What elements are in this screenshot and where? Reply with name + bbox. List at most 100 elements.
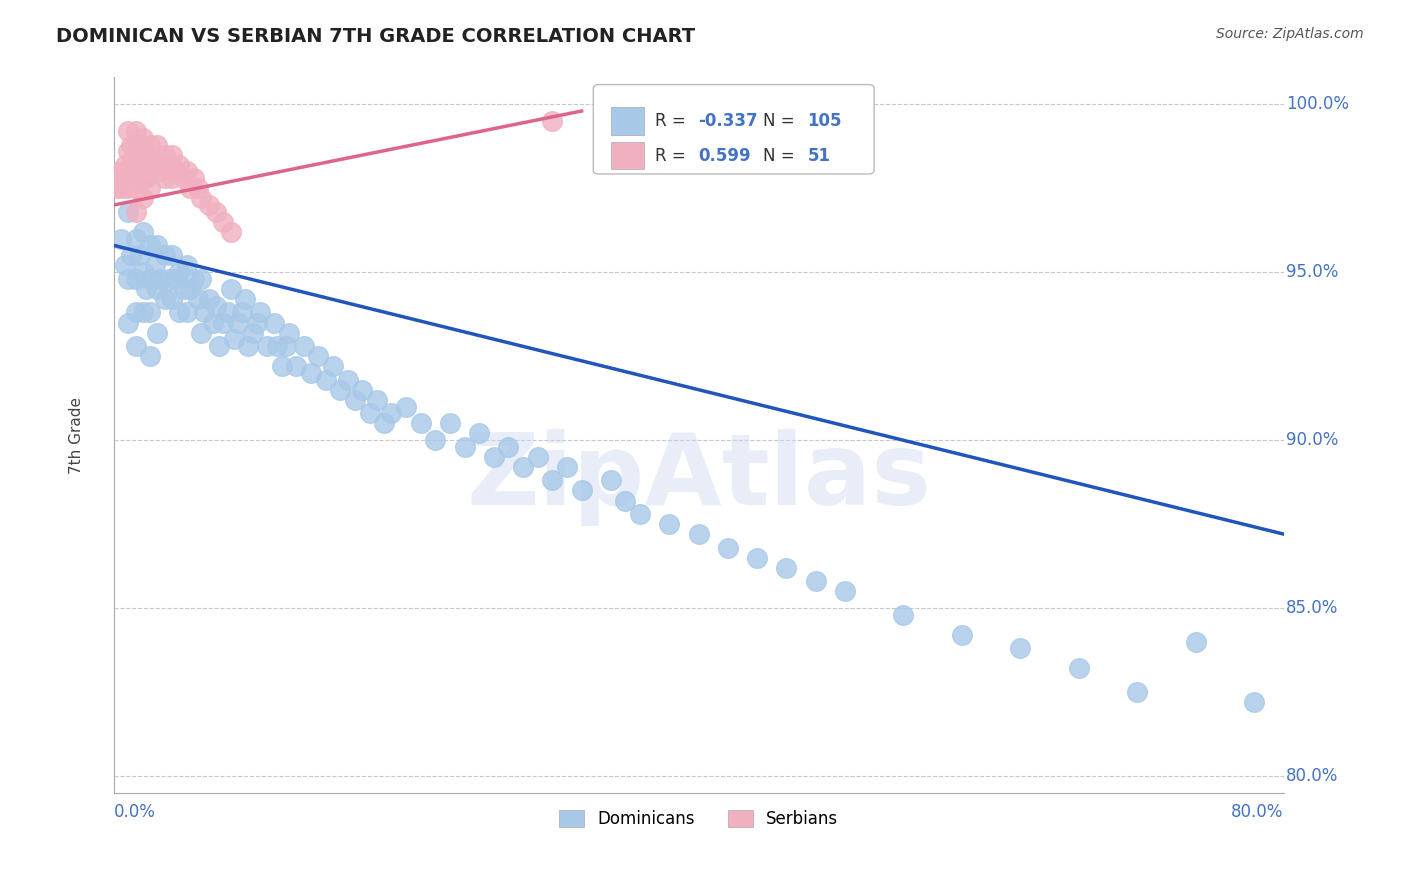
Text: 105: 105	[807, 112, 842, 130]
Point	[135, 282, 157, 296]
Point	[139, 158, 162, 172]
Point	[571, 483, 593, 498]
Point	[193, 305, 215, 319]
Point	[307, 349, 329, 363]
Point	[173, 282, 195, 296]
Point	[110, 232, 132, 246]
Point	[233, 292, 256, 306]
Point	[108, 171, 131, 186]
Point	[179, 181, 201, 195]
Point	[285, 359, 308, 374]
Point	[276, 339, 298, 353]
Point	[222, 332, 245, 346]
Point	[205, 204, 228, 219]
Point	[114, 259, 136, 273]
Point	[124, 272, 146, 286]
Point	[249, 305, 271, 319]
Point	[110, 164, 132, 178]
Point	[893, 607, 915, 622]
Point	[117, 204, 139, 219]
Point	[139, 137, 162, 152]
Point	[169, 158, 191, 172]
Point	[231, 305, 253, 319]
Point	[775, 560, 797, 574]
Point	[242, 326, 264, 340]
Point	[135, 147, 157, 161]
Point	[176, 259, 198, 273]
Point	[146, 158, 169, 172]
Point	[160, 171, 183, 186]
Point	[120, 248, 142, 262]
Point	[139, 238, 162, 252]
Point	[359, 406, 381, 420]
Text: N =: N =	[763, 112, 800, 130]
Point	[498, 440, 520, 454]
Point	[160, 292, 183, 306]
Point	[163, 272, 186, 286]
Point	[183, 171, 205, 186]
Point	[343, 392, 366, 407]
Point	[157, 158, 180, 172]
Text: 85.0%: 85.0%	[1286, 599, 1339, 617]
Point	[1010, 641, 1032, 656]
Point	[111, 181, 134, 195]
Point	[143, 259, 166, 273]
Point	[804, 574, 827, 588]
Point	[190, 191, 212, 205]
Point	[512, 459, 534, 474]
Point	[226, 316, 249, 330]
Point	[212, 316, 235, 330]
Point	[129, 137, 152, 152]
Point	[124, 124, 146, 138]
Point	[169, 305, 191, 319]
Point	[834, 584, 856, 599]
Point	[263, 316, 285, 330]
Point	[135, 171, 157, 186]
Text: -0.337: -0.337	[699, 112, 758, 130]
Legend: Dominicans, Serbians: Dominicans, Serbians	[553, 803, 845, 834]
Point	[114, 171, 136, 186]
Point	[745, 550, 768, 565]
Point	[541, 114, 564, 128]
Point	[322, 359, 344, 374]
Point	[468, 426, 491, 441]
Point	[299, 366, 322, 380]
Point	[139, 349, 162, 363]
Point	[176, 305, 198, 319]
Point	[197, 292, 219, 306]
Point	[139, 305, 162, 319]
Point	[149, 164, 172, 178]
Point	[139, 272, 162, 286]
Point	[380, 406, 402, 420]
Point	[132, 131, 155, 145]
Point	[139, 181, 162, 195]
Text: ZipAtlas: ZipAtlas	[467, 429, 931, 526]
Point	[717, 541, 740, 555]
Point	[329, 383, 352, 397]
Point	[105, 181, 128, 195]
Point	[173, 171, 195, 186]
Text: 100.0%: 100.0%	[1286, 95, 1348, 113]
Point	[658, 516, 681, 531]
Text: 51: 51	[807, 146, 831, 165]
Point	[190, 272, 212, 286]
Text: 0.599: 0.599	[699, 146, 751, 165]
Point	[950, 628, 973, 642]
Point	[453, 440, 475, 454]
Point	[117, 164, 139, 178]
Point	[153, 292, 176, 306]
Point	[439, 417, 461, 431]
Point	[1126, 685, 1149, 699]
Point	[124, 305, 146, 319]
Point	[153, 171, 176, 186]
Point	[217, 305, 239, 319]
Point	[132, 305, 155, 319]
Bar	[610, 107, 644, 135]
Text: 80.0%: 80.0%	[1232, 803, 1284, 821]
Text: R =: R =	[655, 112, 692, 130]
Text: 80.0%: 80.0%	[1286, 767, 1339, 785]
Point	[146, 137, 169, 152]
Point	[482, 450, 505, 464]
Point	[132, 171, 155, 186]
Point	[688, 527, 710, 541]
